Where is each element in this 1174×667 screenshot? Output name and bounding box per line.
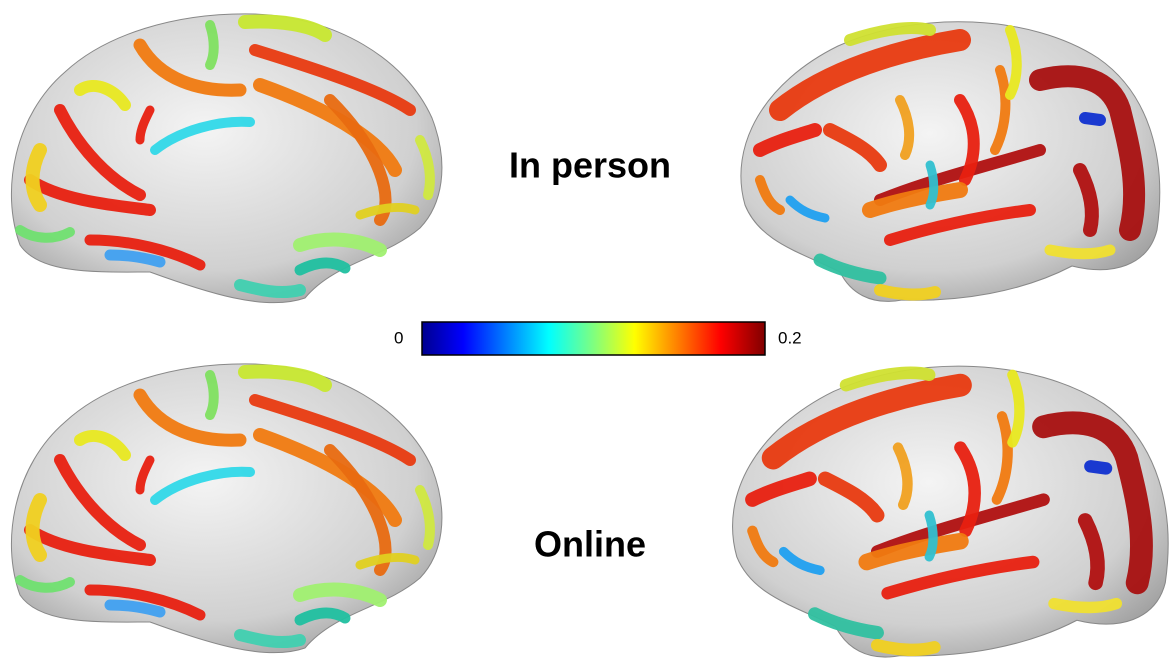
activation-blob [240,285,300,292]
condition-label: In person [509,145,671,186]
activation-blob [1085,118,1100,120]
activation-blob [1050,250,1110,254]
activation-blob [210,375,214,415]
condition-label: Online [534,524,646,565]
colorbar-tick-label: 0 [394,328,403,347]
activation-blob [877,645,934,650]
brain-surface [733,366,1169,657]
activation-blob [930,165,934,205]
activation-blob [240,635,300,642]
activation-blob [880,290,935,294]
cortex [741,22,1160,302]
figure: In person Online 0 0.2 [0,0,1174,667]
activation-blob [33,500,41,555]
cortex [733,366,1169,657]
activation-blob [210,25,214,65]
activation-blob [33,150,41,205]
activation-blob [929,515,933,557]
brain-surface [741,22,1160,302]
colorbar [422,322,765,355]
colorbar-tick-label: 0.2 [778,328,802,347]
activation-blob [1054,604,1116,608]
activation-blob [1090,466,1106,468]
brain-surface [11,364,441,653]
brain-surface [11,14,441,303]
page: {"panels": [{"label": "In person"}, {"la… [0,0,1174,667]
